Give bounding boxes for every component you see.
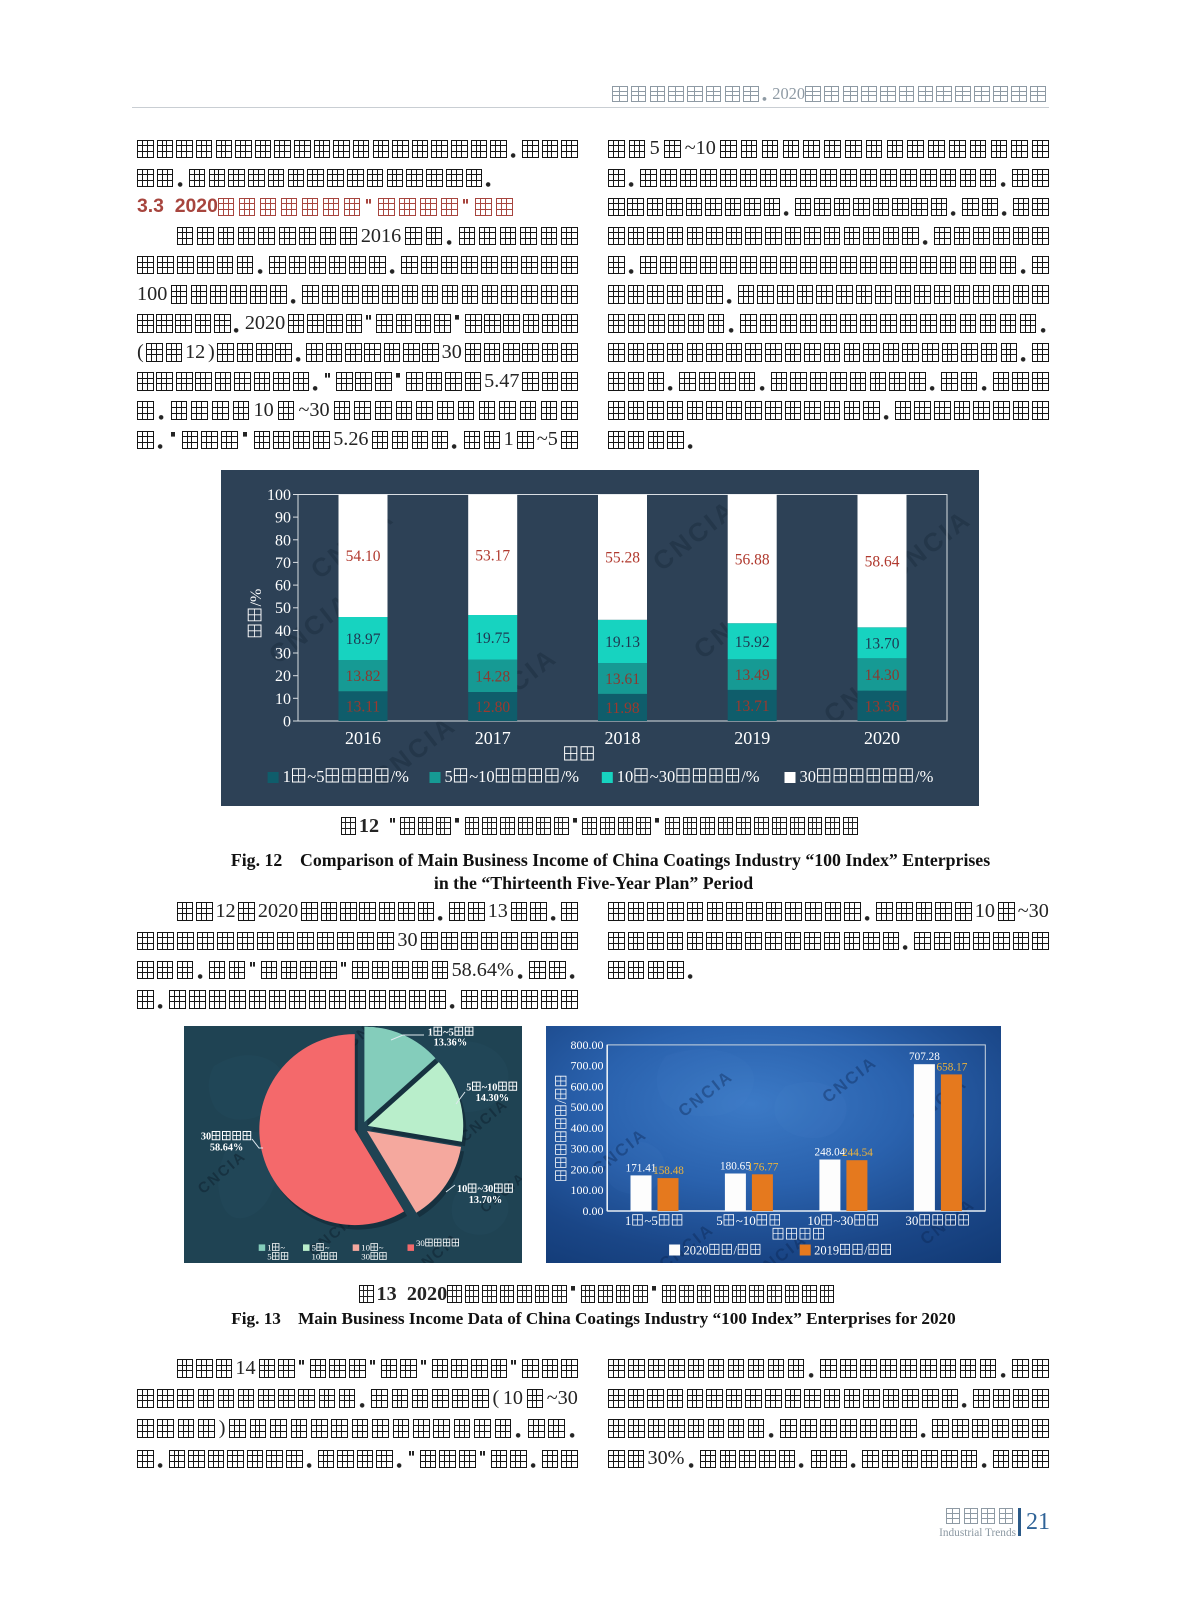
svg-text:0.00: 0.00: [582, 1204, 603, 1218]
svg-text:/%: /%: [391, 767, 410, 786]
svg-text:100.00: 100.00: [570, 1184, 603, 1198]
svg-text:176.77: 176.77: [747, 1162, 778, 1174]
svg-text:2020: 2020: [864, 728, 900, 748]
svg-text:800.00: 800.00: [570, 1038, 603, 1052]
svg-text:/: /: [554, 1100, 569, 1104]
svg-text:30: 30: [275, 646, 291, 663]
svg-text:0: 0: [283, 714, 291, 731]
svg-text:1: 1: [283, 767, 291, 786]
svg-text:~: ~: [280, 1243, 285, 1253]
svg-text:14.30%: 14.30%: [476, 1093, 509, 1104]
svg-text:~5: ~5: [307, 767, 324, 786]
svg-text:10: 10: [275, 691, 291, 708]
svg-text:30: 30: [201, 1132, 211, 1143]
svg-text:2016: 2016: [345, 728, 381, 748]
svg-text:1: 1: [624, 1213, 631, 1228]
svg-text:12.80: 12.80: [475, 699, 510, 716]
svg-text:14.30: 14.30: [865, 667, 900, 684]
svg-text:13.71: 13.71: [735, 698, 770, 715]
svg-text:13.61: 13.61: [605, 671, 640, 688]
svg-text:658.17: 658.17: [936, 1062, 967, 1074]
svg-text:~10: ~10: [469, 767, 494, 786]
svg-text:15.92: 15.92: [735, 634, 770, 651]
svg-text:2017: 2017: [475, 728, 511, 748]
svg-text:10: 10: [807, 1213, 820, 1228]
svg-text:~30: ~30: [650, 767, 675, 786]
svg-text:158.48: 158.48: [653, 1165, 684, 1177]
svg-text:/: /: [733, 1244, 737, 1258]
svg-text:19.75: 19.75: [475, 630, 510, 647]
svg-text:500.00: 500.00: [570, 1101, 603, 1115]
svg-text:~: ~: [379, 1243, 384, 1253]
svg-text:20: 20: [275, 668, 291, 685]
svg-text:2019: 2019: [734, 728, 770, 748]
svg-text:13.82: 13.82: [346, 668, 381, 685]
svg-text:13.36%: 13.36%: [434, 1038, 467, 1049]
svg-text:/%: /%: [248, 589, 265, 607]
svg-text:30: 30: [361, 1252, 370, 1262]
svg-text:30: 30: [905, 1213, 918, 1228]
svg-text:60: 60: [275, 578, 291, 595]
svg-text:10: 10: [361, 1243, 370, 1253]
svg-text:~10: ~10: [482, 1083, 498, 1094]
svg-text:53.17: 53.17: [475, 547, 510, 564]
svg-text:14.28: 14.28: [475, 668, 510, 685]
svg-text:5: 5: [716, 1213, 723, 1228]
svg-text:/%: /%: [561, 767, 580, 786]
svg-text:700.00: 700.00: [570, 1059, 603, 1073]
svg-text:11.98: 11.98: [605, 700, 640, 717]
svg-text:50: 50: [275, 600, 291, 617]
svg-text:18.97: 18.97: [346, 631, 381, 648]
svg-text:56.88: 56.88: [735, 551, 770, 568]
svg-text:13.49: 13.49: [735, 667, 770, 684]
svg-text:244.54: 244.54: [842, 1148, 873, 1160]
svg-text:1: 1: [267, 1243, 271, 1253]
svg-text:1: 1: [428, 1028, 433, 1039]
svg-text:~30: ~30: [478, 1185, 494, 1196]
svg-text:/%: /%: [741, 767, 760, 786]
svg-text:/%: /%: [915, 767, 934, 786]
svg-text:80: 80: [275, 532, 291, 549]
svg-text:2018: 2018: [605, 728, 641, 748]
svg-text:~5: ~5: [644, 1213, 658, 1228]
svg-text:30: 30: [416, 1238, 425, 1248]
svg-text:10: 10: [457, 1185, 467, 1196]
svg-text:10: 10: [312, 1252, 321, 1262]
svg-text:100: 100: [267, 487, 291, 504]
svg-text:13.70: 13.70: [865, 635, 900, 652]
svg-text:40: 40: [275, 623, 291, 640]
svg-text:19.13: 19.13: [605, 634, 640, 651]
svg-text:/: /: [864, 1244, 868, 1258]
svg-text:90: 90: [275, 510, 291, 527]
svg-text:10: 10: [617, 767, 634, 786]
svg-text:~: ~: [325, 1243, 330, 1253]
svg-text:55.28: 55.28: [605, 550, 640, 567]
svg-text:~30: ~30: [833, 1213, 853, 1228]
svg-text:300.00: 300.00: [570, 1142, 603, 1156]
svg-text:248.04: 248.04: [814, 1147, 845, 1159]
svg-text:~10: ~10: [735, 1213, 755, 1228]
svg-text:58.64: 58.64: [865, 553, 900, 570]
svg-text:171.41: 171.41: [625, 1163, 656, 1175]
svg-text:~5: ~5: [443, 1028, 454, 1039]
svg-text:2019: 2019: [814, 1244, 839, 1258]
svg-text:180.65: 180.65: [720, 1161, 751, 1173]
svg-text:5: 5: [312, 1243, 317, 1253]
svg-text:707.28: 707.28: [909, 1052, 940, 1064]
svg-text:5: 5: [466, 1083, 471, 1094]
svg-text:13.36: 13.36: [865, 698, 900, 715]
svg-text:13.70%: 13.70%: [469, 1195, 502, 1206]
svg-text:70: 70: [275, 555, 291, 572]
svg-text:400.00: 400.00: [570, 1121, 603, 1135]
svg-text:5: 5: [267, 1252, 272, 1262]
svg-text:5: 5: [445, 767, 453, 786]
svg-text:13.11: 13.11: [346, 699, 380, 716]
svg-text:2020: 2020: [683, 1244, 708, 1258]
svg-text:200.00: 200.00: [570, 1163, 603, 1177]
svg-text:58.64%: 58.64%: [210, 1143, 243, 1154]
svg-text:30: 30: [800, 767, 817, 786]
svg-text:600.00: 600.00: [570, 1080, 603, 1094]
svg-text:54.10: 54.10: [346, 548, 381, 565]
